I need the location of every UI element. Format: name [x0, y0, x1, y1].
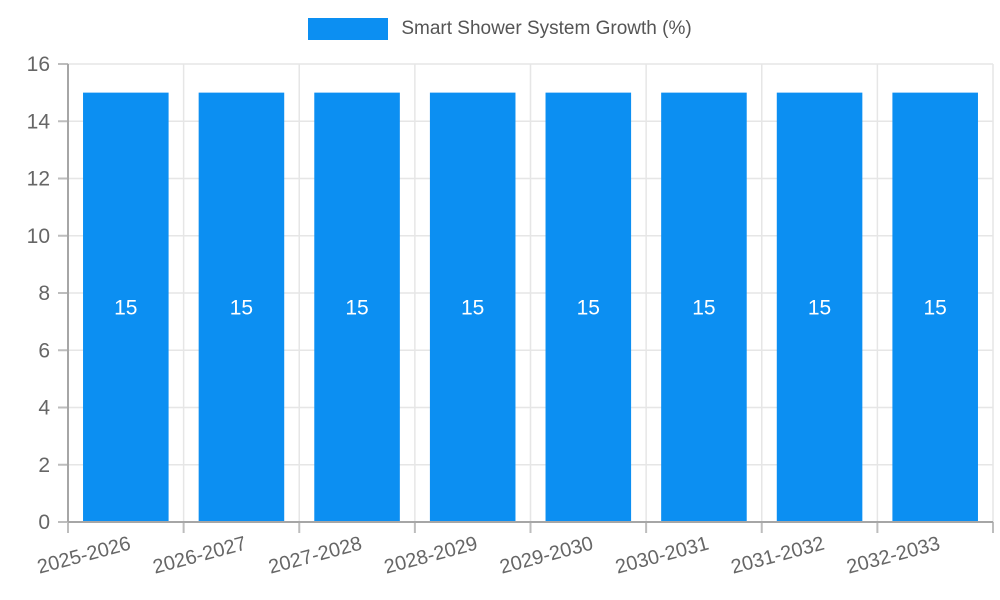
bar[interactable]	[661, 92, 747, 522]
y-tick-label: 16	[27, 53, 50, 76]
bar-value-label: 15	[230, 296, 253, 319]
bar[interactable]	[776, 92, 863, 522]
bar-value-label: 15	[461, 296, 484, 319]
legend[interactable]: Smart Shower System Growth (%)	[0, 18, 1000, 40]
y-tick-label: 6	[38, 339, 50, 362]
y-tick-label: 14	[27, 110, 51, 133]
x-tick-label: 2032-2033	[844, 533, 942, 579]
y-tick-label: 0	[38, 511, 50, 534]
bar[interactable]	[83, 92, 169, 522]
bar-value-label: 15	[808, 296, 831, 319]
bar[interactable]	[198, 92, 285, 522]
x-tick-label: 2031-2032	[729, 533, 827, 579]
x-tick-label: 2025-2026	[35, 533, 133, 579]
bar-value-label: 15	[924, 296, 947, 319]
bar-value-label: 15	[114, 296, 137, 319]
bar-value-label: 15	[577, 296, 600, 319]
x-tick-label: 2026-2027	[151, 533, 249, 579]
x-tick-label: 2027-2028	[266, 533, 364, 579]
y-tick-label: 2	[38, 454, 50, 477]
y-tick-label: 8	[38, 282, 50, 305]
bar[interactable]	[429, 92, 516, 522]
bar-value-label: 15	[692, 296, 715, 319]
bar[interactable]	[545, 92, 632, 522]
bar[interactable]	[314, 92, 400, 522]
x-tick-label: 2030-2031	[613, 533, 711, 579]
y-tick-label: 4	[38, 397, 50, 420]
legend-label: Smart Shower System Growth (%)	[401, 18, 692, 39]
bar[interactable]	[892, 92, 978, 522]
y-tick-label: 12	[27, 168, 50, 191]
x-tick-label: 2028-2029	[382, 533, 480, 579]
x-tick-label: 2029-2030	[498, 533, 596, 579]
y-tick-label: 10	[27, 225, 50, 248]
bar-value-label: 15	[345, 296, 368, 319]
legend-swatch[interactable]	[308, 18, 389, 40]
